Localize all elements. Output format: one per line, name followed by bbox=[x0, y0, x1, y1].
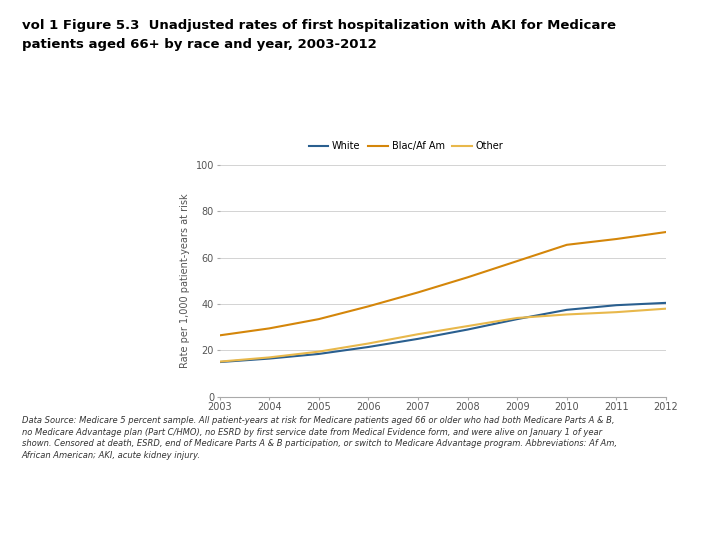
Legend: White, Blac/Af Am, Other: White, Blac/Af Am, Other bbox=[305, 137, 508, 155]
Text: patients aged 66+ by race and year, 2003-2012: patients aged 66+ by race and year, 2003… bbox=[22, 38, 377, 51]
Text: USRDS: USRDS bbox=[24, 505, 77, 519]
Text: Vol 1, CKD, Ch 5: Vol 1, CKD, Ch 5 bbox=[303, 510, 417, 523]
Text: 6: 6 bbox=[682, 510, 691, 524]
Y-axis label: Rate per 1,000 patient-years at risk: Rate per 1,000 patient-years at risk bbox=[180, 193, 190, 368]
Text: UNITED STATES RENAL DATA SYSTEM: UNITED STATES RENAL DATA SYSTEM bbox=[10, 525, 91, 529]
Text: Data Source: Medicare 5 percent sample. All patient-years at risk for Medicare p: Data Source: Medicare 5 percent sample. … bbox=[22, 416, 616, 460]
Text: vol 1 Figure 5.3  Unadjusted rates of first hospitalization with AKI for Medicar: vol 1 Figure 5.3 Unadjusted rates of fir… bbox=[22, 19, 616, 32]
